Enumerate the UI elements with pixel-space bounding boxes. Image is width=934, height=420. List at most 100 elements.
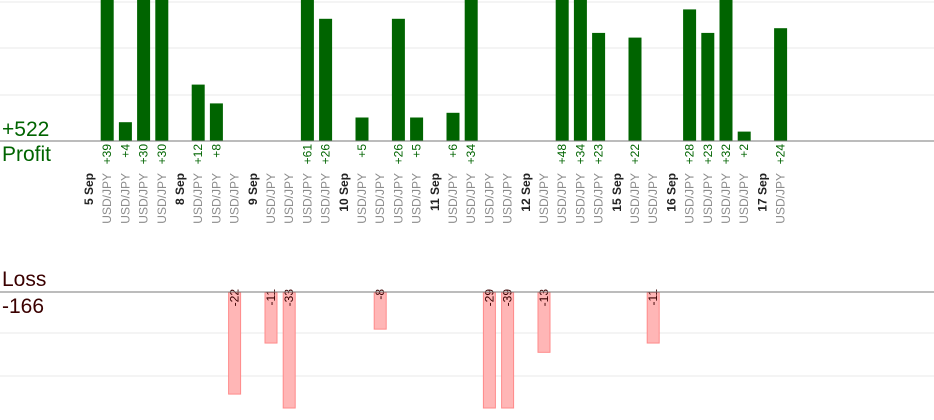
profit-value-label: +23 bbox=[701, 144, 715, 165]
profit-bar bbox=[701, 32, 715, 141]
loss-value-label: -39 bbox=[501, 289, 515, 307]
profit-value-label: +26 bbox=[391, 144, 405, 165]
instrument-label: USD/JPY bbox=[683, 173, 697, 224]
date-label: 11 Sep bbox=[428, 173, 442, 211]
instrument-label: USD/JPY bbox=[482, 173, 496, 224]
profit-bar bbox=[464, 0, 478, 141]
date-label: 17 Sep bbox=[755, 173, 769, 212]
profit-bar bbox=[100, 0, 114, 141]
profit-value-label: +39 bbox=[100, 144, 114, 165]
instrument-label: USD/JPY bbox=[300, 173, 314, 224]
instrument-label: USD/JPY bbox=[137, 173, 151, 224]
loss-value-label: -11 bbox=[264, 289, 278, 306]
instrument-label: USD/JPY bbox=[228, 173, 242, 224]
instrument-label: USD/JPY bbox=[264, 173, 278, 224]
profit-bar bbox=[592, 32, 606, 141]
profit-bar bbox=[410, 117, 424, 141]
profit-bar bbox=[719, 0, 733, 141]
profit-bar bbox=[446, 112, 460, 141]
instrument-label: USD/JPY bbox=[774, 173, 788, 224]
instrument-label: USD/JPY bbox=[555, 173, 569, 224]
profit-bar bbox=[628, 37, 642, 141]
instrument-label: USD/JPY bbox=[155, 173, 169, 224]
profit-bar bbox=[355, 117, 369, 141]
profit-bars bbox=[100, 0, 788, 142]
profit-bar bbox=[118, 122, 132, 141]
profit-bar bbox=[209, 103, 223, 141]
instrument-label: USD/JPY bbox=[573, 173, 587, 224]
profit-value-label: +5 bbox=[355, 144, 369, 158]
profit-bar bbox=[774, 28, 788, 142]
instrument-label: USD/JPY bbox=[464, 173, 478, 224]
loss-bars bbox=[228, 292, 660, 409]
loss-value-label: -11 bbox=[646, 289, 660, 306]
profit-value-label: +48 bbox=[555, 144, 569, 165]
instrument-label: USD/JPY bbox=[537, 173, 551, 224]
profit-value-label: +61 bbox=[300, 144, 314, 165]
date-label: 5 Sep bbox=[82, 173, 96, 205]
profit-label: Profit bbox=[2, 143, 52, 166]
profit-bar bbox=[683, 9, 697, 142]
instrument-label: USD/JPY bbox=[501, 173, 515, 224]
date-label: 16 Sep bbox=[664, 173, 678, 212]
instrument-label: USD/JPY bbox=[282, 173, 296, 224]
profit-bar bbox=[191, 84, 205, 141]
date-label: 12 Sep bbox=[519, 173, 533, 212]
loss-bar bbox=[501, 292, 515, 409]
profit-bar bbox=[391, 18, 405, 141]
loss-bar bbox=[282, 292, 296, 409]
profit-value-label: +30 bbox=[155, 144, 169, 165]
date-label: 9 Sep bbox=[246, 173, 260, 205]
profit-value-label: +34 bbox=[464, 144, 478, 165]
profit-value-label: +5 bbox=[410, 144, 424, 158]
instrument-label: USD/JPY bbox=[628, 173, 642, 224]
profit-bar bbox=[319, 18, 333, 141]
profit-value-label: +24 bbox=[774, 144, 788, 165]
category-labels: 5 Sep USD/JPY USD/JPY USD/JPY USD/JPY 8 Sep US… bbox=[82, 173, 788, 224]
instrument-label: USD/JPY bbox=[719, 173, 733, 224]
instrument-label: USD/JPY bbox=[646, 173, 660, 224]
loss-bar bbox=[482, 292, 496, 409]
profit-value-label: +34 bbox=[573, 144, 587, 165]
profit-value-label: +28 bbox=[683, 144, 697, 165]
instrument-label: USD/JPY bbox=[100, 173, 114, 224]
profit-value-label: +32 bbox=[719, 144, 733, 165]
instrument-label: USD/JPY bbox=[118, 173, 132, 224]
profit-bar bbox=[155, 0, 169, 141]
loss-value-label: -33 bbox=[282, 289, 296, 307]
loss-bar bbox=[228, 292, 242, 395]
instrument-label: USD/JPY bbox=[410, 173, 424, 224]
date-label: 15 Sep bbox=[610, 173, 624, 212]
profit-value-label: +6 bbox=[446, 144, 460, 158]
instrument-label: USD/JPY bbox=[355, 173, 369, 224]
instrument-label: USD/JPY bbox=[701, 173, 715, 224]
loss-value-label: -22 bbox=[228, 289, 242, 307]
profit-bar bbox=[300, 0, 314, 141]
loss-total: -166 bbox=[2, 295, 45, 318]
date-label: 10 Sep bbox=[337, 173, 351, 212]
instrument-label: USD/JPY bbox=[737, 173, 751, 224]
profit-value-label: +26 bbox=[319, 144, 333, 165]
value-labels: +39 +4 +30 +30 +12 +8 -22 -11 -33 +61 +26 +5 -8 +26 +5… bbox=[100, 144, 787, 307]
loss-value-label: -29 bbox=[482, 289, 496, 307]
profit-value-label: +12 bbox=[191, 144, 205, 165]
profit-value-label: +30 bbox=[137, 144, 151, 165]
instrument-label: USD/JPY bbox=[446, 173, 460, 224]
instrument-label: USD/JPY bbox=[319, 173, 333, 224]
instrument-label: USD/JPY bbox=[592, 173, 606, 224]
date-label: 8 Sep bbox=[173, 173, 187, 205]
profit-value-label: +8 bbox=[209, 144, 223, 158]
loss-label: Loss bbox=[2, 268, 47, 291]
profit-bar bbox=[573, 0, 587, 141]
instrument-label: USD/JPY bbox=[191, 173, 205, 224]
loss-value-label: -13 bbox=[537, 289, 551, 307]
instrument-label: USD/JPY bbox=[373, 173, 387, 224]
profit-value-label: +22 bbox=[628, 144, 642, 165]
profit-bar bbox=[555, 0, 569, 141]
profit-bar bbox=[737, 131, 751, 141]
profit-value-label: +2 bbox=[737, 144, 751, 158]
instrument-label: USD/JPY bbox=[391, 173, 405, 224]
profit-value-label: +23 bbox=[592, 144, 606, 165]
profit-value-label: +4 bbox=[118, 144, 132, 158]
